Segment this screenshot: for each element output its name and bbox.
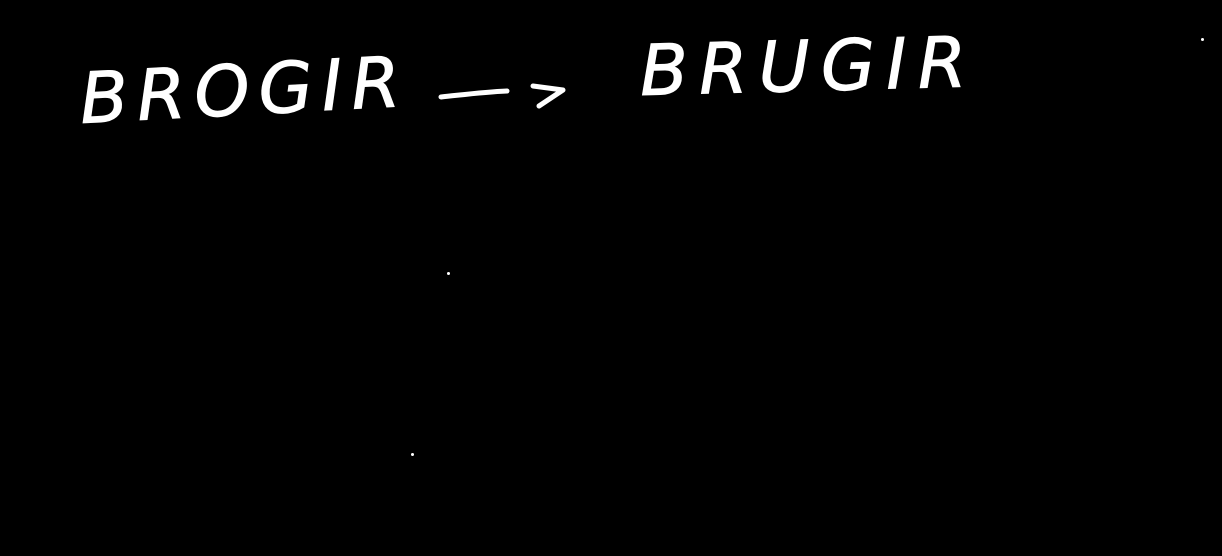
chalk-speck — [411, 453, 414, 456]
handwritten-word-original: BROGIR — [77, 40, 411, 140]
right-arrow-icon — [438, 83, 566, 109]
chalk-speck — [447, 272, 450, 275]
chalk-speck — [1201, 38, 1204, 41]
handwritten-word-changed: BRUGIR — [638, 21, 979, 113]
